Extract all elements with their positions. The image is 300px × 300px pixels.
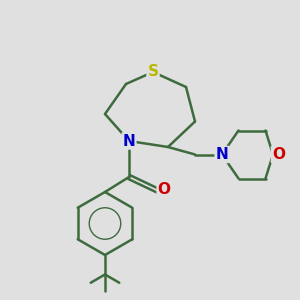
Text: O: O [158,182,171,196]
Text: O: O [272,147,285,162]
Text: N: N [123,134,135,148]
Text: N: N [216,147,228,162]
Text: S: S [148,64,158,80]
